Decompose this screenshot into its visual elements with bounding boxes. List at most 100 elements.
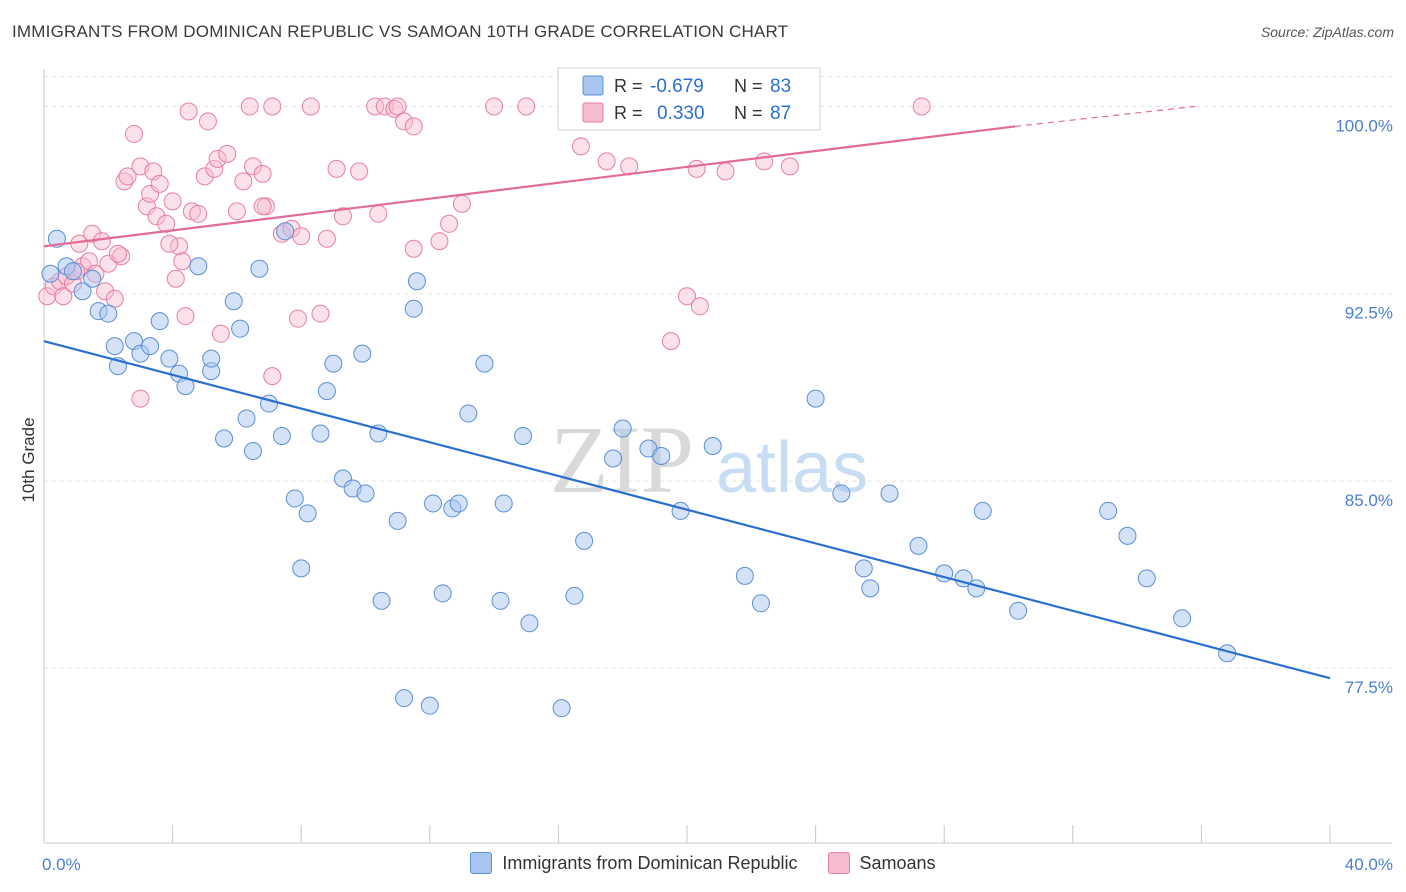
samoan-point — [404, 239, 423, 258]
dominican-point — [861, 579, 880, 598]
samoan-point — [157, 214, 176, 233]
samoan-point — [452, 194, 471, 213]
dominican-point — [575, 531, 594, 550]
samoan-point — [690, 297, 709, 316]
samoan-point — [176, 307, 195, 326]
dominican-point — [276, 222, 295, 241]
samoan-trend-line — [43, 125, 1016, 248]
dominican-point — [47, 229, 66, 248]
samoan-trend-extension — [1014, 105, 1196, 128]
samoan-point — [263, 97, 282, 116]
stats-pink-r-value: 0.330 — [657, 103, 705, 124]
legend-swatch-blue — [470, 852, 493, 874]
dominican-point — [475, 354, 494, 373]
chart-title: IMMIGRANTS FROM DOMINICAN REPUBLIC VS SA… — [12, 22, 789, 41]
samoan-point — [288, 309, 307, 328]
dominican-point — [1099, 501, 1118, 520]
samoan-point — [301, 97, 320, 116]
dominican-point — [231, 319, 250, 338]
samoan-point — [243, 157, 262, 176]
dominican-point — [63, 262, 82, 281]
samoan-point — [163, 192, 182, 211]
stats-blue-swatch — [582, 75, 604, 96]
dominican-point — [292, 559, 311, 578]
trend-lines — [43, 105, 1331, 680]
samoan-point — [369, 204, 388, 223]
dominican-point — [604, 449, 623, 468]
samoan-point — [780, 157, 799, 176]
dominican-point — [160, 349, 179, 368]
dominican-point — [806, 389, 825, 408]
correlation-stats-box: R = -0.679 N = 83 R = 0.330 N = 87 — [557, 67, 821, 131]
samoan-point — [385, 99, 404, 118]
dominican-point — [1137, 569, 1156, 588]
samoan-point — [263, 367, 282, 386]
x-tick-label: 0.0% — [42, 855, 81, 874]
dominican-point — [433, 584, 452, 603]
dominican-point — [652, 447, 671, 465]
dominican-point — [150, 312, 169, 331]
samoan-point — [687, 159, 706, 178]
samoan-point — [327, 159, 346, 178]
dominican-point — [494, 494, 513, 513]
stats-pink-swatch — [582, 102, 604, 123]
dominican-point — [832, 484, 851, 503]
dominican-point — [83, 269, 102, 288]
dominican-point — [215, 429, 234, 448]
samoan-point — [218, 144, 237, 163]
dominican-point — [272, 427, 291, 446]
dominican-point — [243, 442, 262, 461]
legend-item-dominican[interactable]: Immigrants from Dominican Republic — [470, 852, 798, 874]
x-tick-label: 40.0% — [1345, 855, 1393, 874]
samoan-point — [678, 287, 696, 306]
samoan-point — [189, 204, 208, 223]
samoan-point — [366, 97, 385, 116]
dominican-point — [735, 566, 754, 585]
samoan-point — [311, 304, 330, 323]
dominican-point — [613, 419, 632, 438]
y-tick-label: 77.5% — [1345, 678, 1393, 697]
y-tick-labels: 77.5% 85.0% 92.5% 100.0% — [1335, 116, 1393, 697]
dominican-point — [424, 494, 443, 513]
samoan-point — [597, 152, 616, 171]
y-axis-label: 10th Grade — [19, 417, 38, 502]
dominican-point — [285, 489, 304, 508]
x-tick-labels: 0.0% 40.0% — [42, 855, 1393, 874]
dominican-trend-line — [43, 340, 1331, 680]
dominican-point — [202, 349, 221, 368]
samoan-point — [141, 184, 160, 203]
dominican-point — [250, 259, 269, 278]
dominican-point — [854, 559, 873, 578]
dominican-point — [880, 484, 899, 503]
legend: Immigrants from Dominican Republic Samoa… — [0, 852, 1406, 874]
samoan-point — [38, 287, 57, 306]
samoan-point — [253, 197, 272, 216]
dominican-point — [1118, 526, 1137, 545]
dominican-point — [967, 579, 986, 598]
dominican-point — [973, 501, 992, 520]
samoan-point — [131, 389, 150, 408]
samoan-point — [755, 152, 774, 171]
samoan-point — [317, 229, 336, 248]
legend-item-samoans[interactable]: Samoans — [827, 852, 936, 874]
dominican-point — [671, 501, 690, 520]
stats-blue-n-label: N = — [734, 76, 763, 96]
dominican-point — [317, 382, 336, 401]
samoan-point — [661, 332, 680, 351]
dominican-point — [395, 689, 414, 708]
stats-pink-n-value: 87 — [770, 103, 791, 124]
dominican-point — [298, 504, 317, 523]
dominican-point — [141, 337, 160, 356]
samoan-point — [195, 167, 214, 186]
dominican-point — [909, 536, 928, 555]
samoan-point — [234, 172, 253, 191]
samoan-point — [92, 232, 111, 251]
samoan-point — [571, 137, 590, 156]
samoan-point — [96, 282, 115, 301]
samoan-point — [125, 124, 144, 143]
y-tick-label: 92.5% — [1345, 304, 1393, 323]
dominican-point — [565, 586, 584, 605]
dominican-point — [99, 304, 118, 323]
dominican-point — [73, 282, 92, 301]
